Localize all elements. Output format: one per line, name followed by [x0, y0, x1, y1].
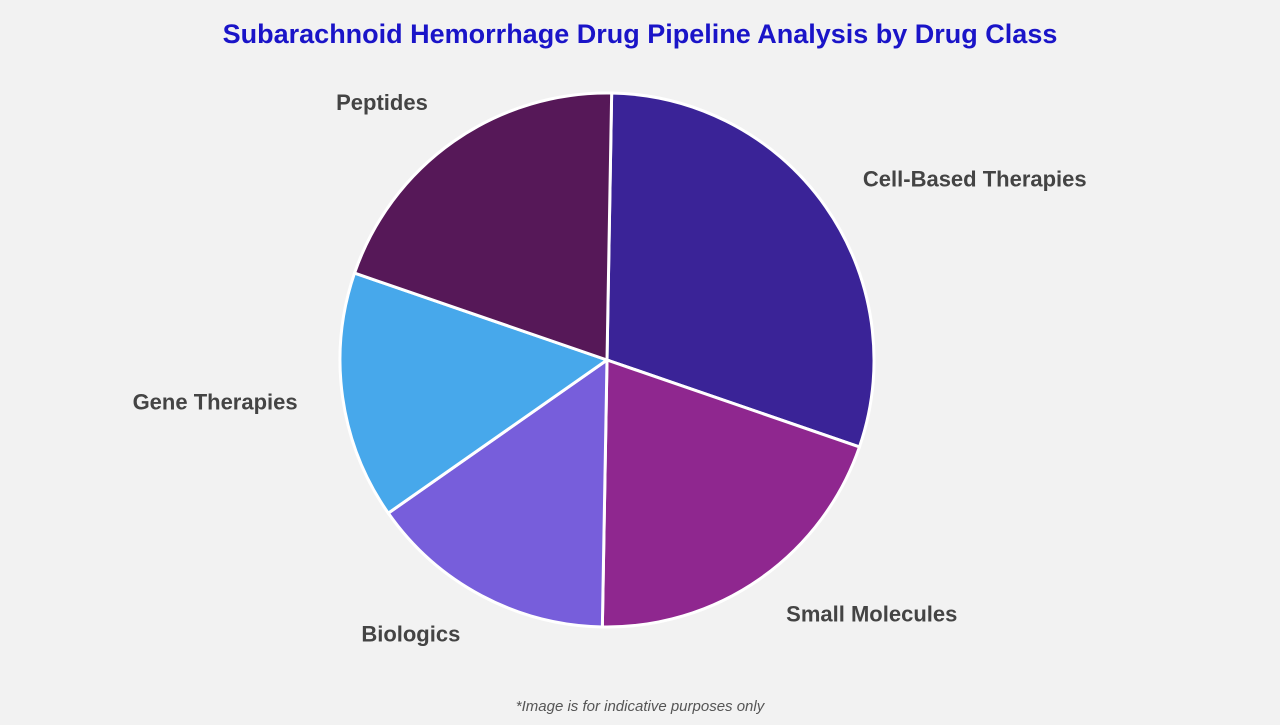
pie-slice: [600, 357, 862, 629]
slice-label: Small Molecules: [786, 602, 957, 627]
pie-slice: [338, 271, 611, 516]
pie-slice: [386, 357, 609, 629]
slice-label: Gene Therapies: [133, 389, 298, 414]
pie-slice: [352, 91, 614, 363]
pie-slice: [605, 91, 876, 449]
slice-label: Cell-Based Therapies: [863, 167, 1087, 192]
slice-label: Peptides: [336, 90, 428, 115]
chart-title: Subarachnoid Hemorrhage Drug Pipeline An…: [223, 19, 1058, 49]
slice-label: Biologics: [361, 622, 460, 647]
pie: [338, 91, 876, 629]
footnote: *Image is for indicative purposes only: [516, 698, 766, 715]
